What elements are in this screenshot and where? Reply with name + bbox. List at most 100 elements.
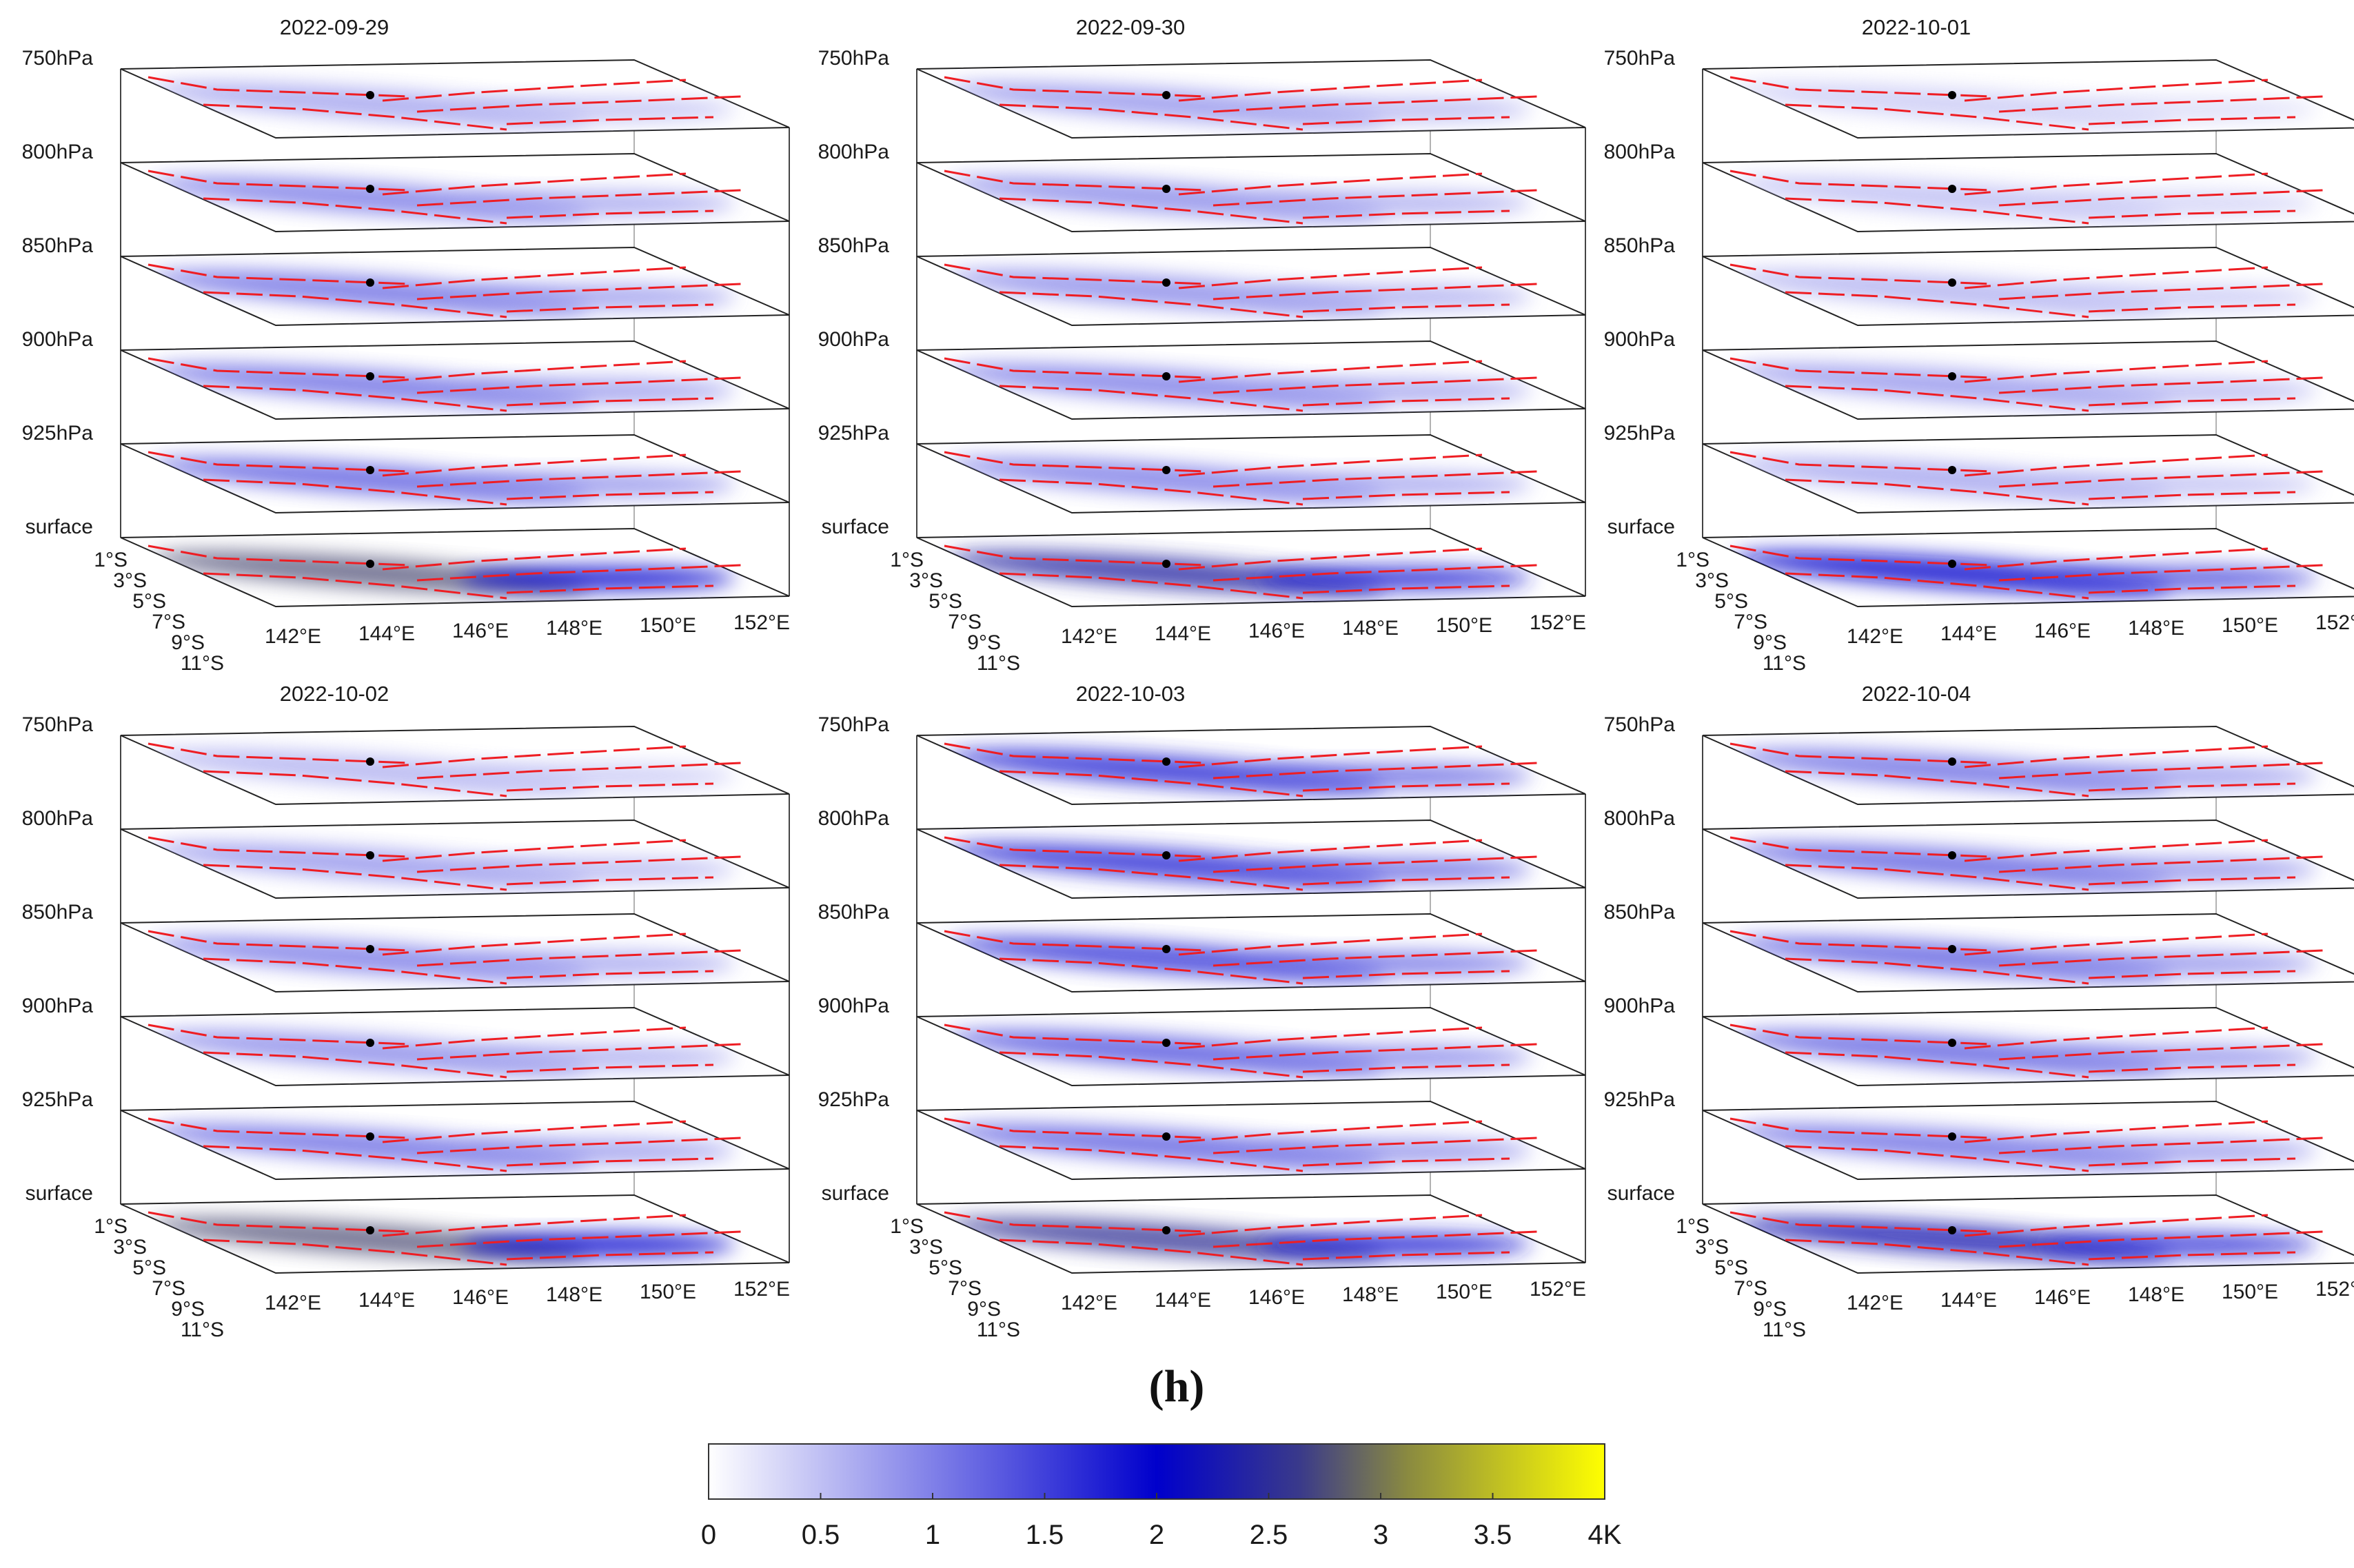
lon-tick-label: 142°E [1847,1292,1903,1314]
coastline-line [2088,397,2296,407]
coastline-line [1302,1157,1510,1167]
coastline-line [416,95,742,113]
station-marker [366,91,374,99]
station-marker [366,372,374,380]
intensity-band-east [1256,191,1532,216]
level-plane-925hPa [1702,434,2354,514]
coastline-line [944,930,1207,952]
station-marker [1162,1226,1170,1234]
coastline-line [944,263,1207,285]
lon-tick-label: 146°E [452,1286,509,1309]
coastline-line [1212,762,1538,780]
intensity-band-east [1256,97,1532,123]
level-plane-850hPa [916,246,1586,327]
colorbar-tick-label: 4K [1588,1520,1622,1550]
lat-tick-label: 9°S [967,631,1001,654]
intensity-band-east [2042,191,2318,216]
panel-title: 2022-10-01 [1862,15,1971,39]
level-plane-900hPa [120,1006,790,1087]
coastline-traces [148,76,742,131]
level-plane-800hPa [1702,152,2354,233]
intensity-band-east [2042,857,2318,883]
coastline-line [416,949,742,967]
coastline-line [506,970,714,979]
level-plane-750hPa [1702,59,2354,139]
lat-tick-label: 11°S [181,1318,224,1341]
coastline-line [506,210,714,219]
intensity-band-east [2042,566,2318,591]
level-label: 850hPa [22,234,94,257]
lat-tick-label: 11°S [1763,652,1806,675]
intensity-band-east [460,1232,736,1258]
panel-title: 2022-10-03 [1076,682,1186,706]
coastline-line [382,1214,687,1237]
coastline-line [2088,782,2296,792]
coastline-line [944,170,1207,192]
lon-tick-label: 144°E [1940,1289,1997,1312]
coastline-line [2088,303,2296,313]
intensity-field [1732,269,2318,314]
coastline-line [1785,1239,2089,1266]
coastline-line [1964,1214,2269,1237]
lat-tick-label: 3°S [1695,569,1729,592]
colorbar-tick-label: 0.5 [802,1520,840,1550]
colorbar-tick-label: 0 [701,1520,716,1550]
coastline-traces [148,263,742,318]
coastline-line [1785,385,2089,412]
station-marker [366,757,374,766]
intensity-band-east [1256,285,1532,310]
coastline-traces [1729,1024,2324,1079]
intensity-field [150,1217,736,1261]
station-marker [366,851,374,859]
coastline-line [506,1251,714,1261]
coastline-line [1785,864,2089,891]
level-label: surface [26,516,93,538]
coastline-traces [1729,544,2324,600]
intensity-band-east [460,97,736,123]
coastline-line [203,1051,507,1079]
coastline-traces [944,1024,1538,1079]
coastline-line [944,1211,1207,1233]
coastline-traces [944,836,1538,891]
coastline-line [1785,1051,2089,1079]
lat-tick-label: 7°S [152,611,185,633]
lon-tick-label: 148°E [2128,617,2184,640]
intensity-field [1732,82,2318,126]
station-marker [1162,560,1170,568]
lon-tick-label: 142°E [1061,625,1117,648]
lat-tick-label: 9°S [1753,1298,1787,1321]
lon-tick-label: 146°E [1248,620,1305,642]
station-marker [1162,757,1170,766]
intensity-field [946,749,1532,793]
coastline-line [1212,855,1538,873]
lat-tick-label: 9°S [171,631,205,654]
lat-tick-label: 5°S [929,590,962,613]
coastline-line [203,770,507,797]
coastline-line [999,1051,1303,1079]
coastline-line [1212,1230,1538,1248]
panel-2022-10-04: 2022-10-04 750hPa 800hPa 850hPa 900hPa 925hPa… [1604,682,2354,1341]
coastline-line [506,1063,714,1073]
intensity-band-east [460,378,736,404]
level-plane-925hPa [916,434,1586,514]
coastline-line [416,189,742,207]
intensity-band-east [460,566,736,591]
level-label: 850hPa [818,901,890,924]
coastline-line [944,1024,1207,1046]
panel-title: 2022-09-29 [280,15,389,39]
intensity-field [150,1030,736,1074]
coastline-line [1998,762,2324,780]
coastline-line [148,170,411,192]
coastline-line [1964,1026,2269,1050]
level-plane-800hPa [916,152,1586,233]
coastline-line [1302,1251,1510,1261]
coastline-line [148,836,411,858]
intensity-band-east [1256,378,1532,404]
level-plane-850hPa [916,913,1586,993]
level-label: 925hPa [1604,422,1676,445]
level-label: 925hPa [22,422,94,445]
coastline-line [1964,360,2269,383]
coastline-traces [1729,76,2324,131]
level-plane-750hPa [120,59,790,139]
level-label: 800hPa [1604,807,1676,830]
